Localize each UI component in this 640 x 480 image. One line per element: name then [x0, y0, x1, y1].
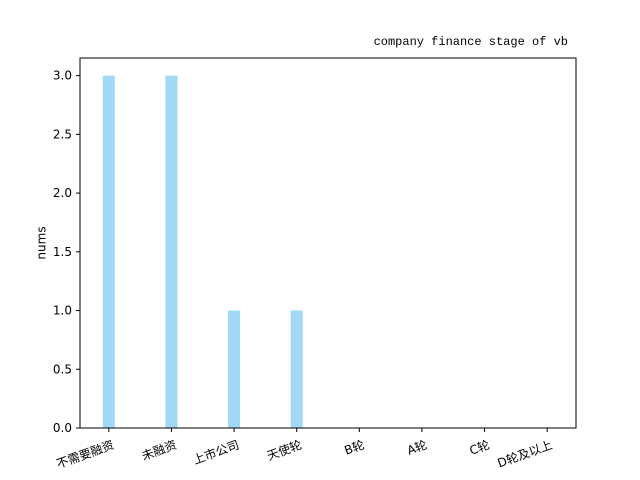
- y-tick-label: 0.5: [53, 362, 72, 376]
- y-tick-label: 2.5: [53, 127, 72, 141]
- y-tick-label: 2.0: [53, 186, 72, 200]
- bar: [165, 75, 178, 428]
- chart-title: company finance stage of vb: [374, 35, 568, 49]
- x-tick-label: A轮: [405, 438, 429, 458]
- y-tick-label: 1.0: [53, 304, 72, 318]
- bar: [228, 310, 241, 428]
- bar: [102, 75, 115, 428]
- y-tick-label: 0.0: [53, 421, 72, 435]
- plot-frame: [79, 57, 577, 429]
- y-tick-label: 3.0: [53, 69, 72, 83]
- bar: [290, 310, 303, 428]
- x-tick-label: B轮: [343, 438, 367, 458]
- x-tick-label: C轮: [468, 438, 492, 458]
- y-tick-label: 1.5: [53, 245, 72, 259]
- y-axis-label: nums: [35, 226, 49, 259]
